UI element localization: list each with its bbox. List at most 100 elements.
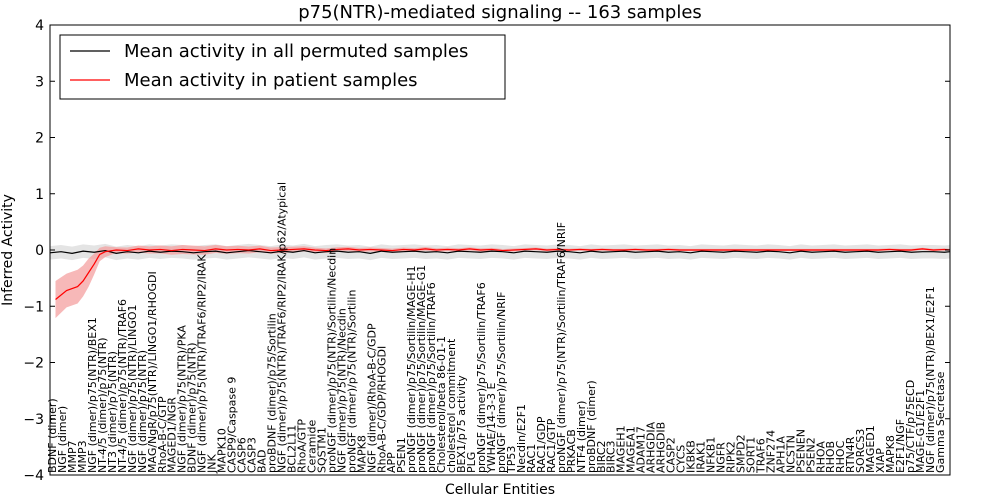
x-tick-label: NGF (dimer)/p75(NTR) [136, 350, 149, 473]
x-tick-label: RhoA-B-C/GDP/RHOGDI [375, 346, 388, 473]
series-line-1 [55, 248, 951, 300]
x-tick-label: NGF (dimer)/p75(NTR)/TRAF6/RIP2/IRAK [196, 254, 209, 473]
y-tick-label: 4 [35, 18, 44, 34]
x-tick-label: BEX1/p75 activity [455, 375, 468, 473]
x-tick-label: MAPK8 [355, 435, 368, 473]
x-tick-label: SMPD2 [734, 434, 747, 473]
y-axis: −4 −3 −2 −1 0 1 2 3 4 [23, 18, 950, 484]
x-tick-label: NGF (dimer)/p75(NTR)/Necdin [335, 308, 348, 473]
x-tick-label: CASP9/Caspase 9 [226, 377, 239, 473]
x-tick-label: proNGF (dimer)/p75/Sortilin/MAGE-H1 [405, 265, 418, 473]
x-tick-label: MAGED1/NGR [166, 397, 179, 473]
x-tick-label: IKBKB [685, 440, 698, 473]
x-tick-label: SORT1 [744, 437, 757, 473]
x-tick-label: NGFR [714, 442, 727, 473]
x-tick-label: TP53 [505, 446, 518, 474]
x-tick-label: ADAM17 [635, 426, 648, 473]
x-tick-label: BAD [256, 449, 269, 473]
x-tick-label: MAGEA1 [625, 426, 638, 473]
x-tick-label: NCSTN [784, 435, 797, 473]
x-tick-label: PSEN1 [395, 437, 408, 473]
x-tick-label: p75/CTF/p75ECD [904, 380, 917, 473]
y-tick-label: −4 [23, 468, 44, 484]
x-tick-label: PRKACB [565, 429, 578, 473]
legend-label: Mean activity in patient samples [124, 70, 418, 91]
x-tick-label: JNK [206, 454, 219, 474]
x-tick-label: YWHAE/14-3-3 E [485, 383, 498, 474]
x-tick-label: MAGE-G1/E2F1 [914, 390, 927, 473]
x-tick-label: CYCS [675, 445, 688, 473]
x-tick-label: RHOB [824, 441, 837, 473]
x-tick-label: NGF (dimer)/p75(NTR)/TRAF6/RIP2/IRAK/p62… [275, 182, 288, 473]
x-tick-label: Cholesterol/beta 86-01-1 [435, 336, 448, 473]
legend-label: Mean activity in all permuted samples [124, 41, 468, 62]
x-tick-label: TRAF6 [754, 438, 767, 474]
x-tick-label: MAG/NgR/p75(NTR)/LINGO1/RHOGDI [146, 271, 159, 473]
x-tick-label: NGF (dimer)/p75(NTR)/BEX1 [86, 317, 99, 473]
x-tick-label: RhoA-B-C/GTP [156, 396, 169, 473]
x-tick-label: MAPK10 [216, 428, 229, 473]
x-tick-label: MMP3 [76, 440, 89, 473]
x-tick-label: MAPK8 [884, 435, 897, 473]
legend-box [59, 34, 506, 100]
x-tick-label: RTN4R [844, 436, 857, 473]
x-tick-label: RAC1/GTP [545, 418, 558, 473]
x-tick-label: NTF4 (dimer) [575, 401, 588, 473]
x-tick-label: cholesterol commitment [445, 338, 458, 473]
y-tick-label: 0 [35, 243, 44, 259]
x-tick-label: proBDNF (dimer)/p75/Sortilin [266, 313, 279, 473]
y-tick-label: −3 [23, 412, 44, 428]
x-tick-label: NGF (dimer)/RhoA-B-C/GDP [365, 323, 378, 473]
y-tick-label: 3 [35, 74, 44, 90]
y-tick-label: −1 [23, 299, 44, 315]
legend: Mean activity in all permuted samples Mea… [59, 34, 506, 100]
x-tick-label: ARHGDIB [655, 422, 668, 473]
x-tick-label: RIPK2 [724, 441, 737, 473]
x-tick-label: RAC1/GDP [535, 416, 548, 473]
x-tick-label: NGF (dimer) [56, 406, 69, 473]
x-tick-label: NGF (dimer)/p75(NTR)/LINGO1 [126, 304, 139, 473]
x-tick-label: Ceramide [305, 420, 318, 473]
x-tick-label: BIRC3 [605, 440, 618, 473]
x-tick-label: RAC1 [525, 444, 538, 473]
x-tick-label: RhoA/GTP [295, 419, 308, 473]
x-tick-label: CASP3 [246, 437, 259, 473]
x-tick-label: proNGF (dimer)/p75(NTR)/Sortilin [345, 290, 358, 473]
y-tick-label: −2 [23, 356, 44, 372]
x-tick-label: MAGEH1 [615, 425, 628, 473]
x-tick-label: CASP6 [236, 437, 249, 473]
x-tick-label: RHOC [834, 440, 847, 473]
x-tick-label: proNGF (dimer)/p75/Sortilin/MAGE-G1 [415, 265, 428, 473]
x-tick-label: proNGF (dimer)/p75(NTR)/Sortilin/Necdin [325, 248, 338, 473]
x-tick-label: BIRC2 [595, 440, 608, 473]
x-tick-label: MMP7 [66, 440, 79, 473]
x-tick-label: MAGED1 [864, 425, 877, 473]
x-tick-label: proNGF (dimer)/p75/Sortilin/NRIF [495, 292, 508, 473]
series-lines [49, 248, 951, 300]
x-tick-label: PSEN2 [804, 437, 817, 473]
x-tick-label: NGF (dimer)/p75(NTR)/BEX1/E2F1 [924, 286, 937, 473]
x-tick-label: SQSTM1 [315, 427, 328, 473]
y-tick-label: 2 [35, 131, 44, 147]
x-tick-label: NT-4/5 (dimer)/p75(NTR)/TRAF6 [116, 299, 129, 473]
x-tick-label: NFKB1 [705, 437, 718, 473]
x-tick-label: APP [385, 452, 398, 473]
x-tick-label: RHOA [814, 441, 827, 473]
y-axis-label: Inferred Activity [0, 194, 16, 306]
x-tick-label: BDNF (dimer) [46, 398, 59, 473]
y-tick-label: 1 [35, 187, 44, 203]
x-axis-label: Cellular Entities [445, 482, 555, 498]
x-tick-label: NGF (dimer)/p75(NTR)/PKA [176, 325, 189, 473]
x-tick-label: APH1A [774, 436, 787, 473]
x-tick-label: E2F1/NGF [894, 419, 907, 473]
x-tick-label: ARHGDIA [645, 421, 658, 473]
x-tick-label: Gamma Secretase [934, 371, 947, 473]
x-tick-label: proNGF (dimer)/p75(NTR)/Sortilin/TRAF6/N… [555, 222, 568, 473]
x-tick-label: CASP2 [665, 437, 678, 473]
x-tick-label: PLG [465, 452, 478, 473]
x-tick-label: NT-4/5 (dimer)/p75(NTR) [96, 337, 109, 473]
x-tick-label: NT3 (dimer)/p75(NTR) [106, 351, 119, 473]
series-line-0 [49, 249, 951, 254]
